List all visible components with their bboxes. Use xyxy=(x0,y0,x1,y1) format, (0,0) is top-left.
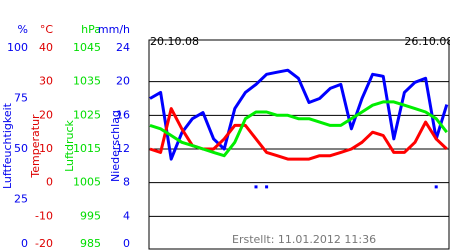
footer: Erstellt: 11.01.2012 11:36 xyxy=(232,233,376,246)
axis-title: Luftfeuchtigkeit xyxy=(1,102,14,189)
plot-area xyxy=(148,39,450,250)
y-tick-label: 1005 xyxy=(73,176,101,189)
y-tick-label: 8 xyxy=(123,176,130,189)
y-tick-label: 100 xyxy=(7,41,28,54)
y-tick-label: 75 xyxy=(14,92,28,105)
axis-unit: % xyxy=(18,23,28,36)
y-tick-label: 0 xyxy=(46,176,53,189)
x-tick-label: 20.10.08 xyxy=(150,35,199,48)
y-tick-label: 1045 xyxy=(73,41,101,54)
y-tick-label: 40 xyxy=(39,41,53,54)
y-tick-label: 24 xyxy=(116,41,130,54)
axis-title: Temperatur xyxy=(29,114,42,179)
axis-title: Luftdruck xyxy=(63,119,76,171)
y-tick-label: 50 xyxy=(14,142,28,155)
axis-unit: hPa xyxy=(81,23,101,36)
y-tick-label: 1015 xyxy=(73,142,101,155)
y-tick-label: 4 xyxy=(123,209,130,222)
axis-title: Niederschlag xyxy=(109,110,122,182)
y-tick-label: 0 xyxy=(123,237,130,250)
rain-dot xyxy=(265,185,269,189)
axis-unit: mm/h xyxy=(98,23,130,36)
y-tick-label: 16 xyxy=(116,108,130,121)
y-tick-label: 30 xyxy=(39,75,53,88)
x-tick-label: 26.10.08 xyxy=(404,35,450,48)
y-tick-label: 12 xyxy=(116,142,130,155)
y-tick-label: 25 xyxy=(14,193,28,206)
y-tick-label: 10 xyxy=(39,142,53,155)
axis-unit: °C xyxy=(40,23,54,36)
y-tick-label: 0 xyxy=(21,237,28,250)
y-tick-label: 985 xyxy=(80,237,101,250)
y-tick-label: 995 xyxy=(80,209,101,222)
series-line xyxy=(149,68,449,161)
rain-dot xyxy=(434,185,438,189)
y-tick-label: -20 xyxy=(35,237,53,250)
y-tick-label: 1035 xyxy=(73,75,101,88)
rain-dot xyxy=(254,185,258,189)
y-tick-label: 1025 xyxy=(73,108,101,121)
series-line xyxy=(149,100,448,158)
y-tick-label: 20 xyxy=(116,75,130,88)
y-tick-label: -10 xyxy=(35,209,53,222)
y-tick-label: 20 xyxy=(39,108,53,121)
